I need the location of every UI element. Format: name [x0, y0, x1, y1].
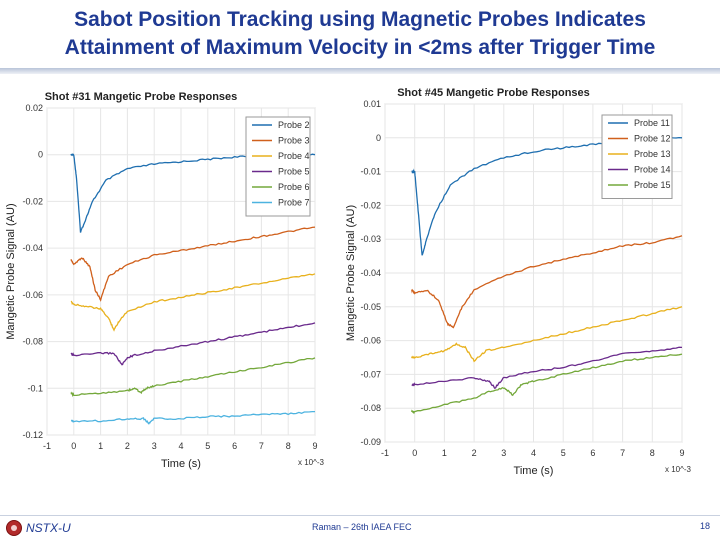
y-tick-label: -0.07: [360, 369, 381, 379]
legend-entry: Probe 7: [278, 198, 310, 208]
y-tick-label: 0.02: [25, 103, 43, 113]
legend-entry: Probe 2: [278, 120, 310, 130]
x-tick-label: -1: [381, 448, 389, 458]
y-tick-label: -0.01: [360, 167, 381, 177]
x-axis-exponent: x 10^-3: [665, 465, 692, 474]
x-axis-label: Time (s): [161, 458, 201, 470]
x-tick-label: 9: [312, 441, 317, 451]
x-tick-label: -1: [43, 441, 51, 451]
x-tick-label: 5: [561, 448, 566, 458]
y-tick-label: -0.06: [22, 290, 43, 300]
slide-title: Sabot Position Tracking using Magnetic P…: [0, 6, 720, 62]
legend-entry: Probe 4: [278, 151, 310, 161]
footer-presenter: Raman – 26th IAEA FEC: [312, 522, 412, 532]
x-tick-label: 2: [125, 441, 130, 451]
x-tick-label: 0: [412, 448, 417, 458]
slide-title-line-1: Sabot Position Tracking using Magnetic P…: [74, 8, 646, 31]
legend-entry: Probe 12: [634, 134, 671, 144]
series-line-3: [411, 306, 683, 363]
chart-title: Shot #45 Mangetic Probe Responses: [397, 87, 590, 99]
chart-legend: Probe 11 Probe 12 Probe 13 Probe 14 Probe 15: [601, 114, 673, 199]
x-tick-label: 6: [232, 441, 237, 451]
x-tick-label: 4: [531, 448, 536, 458]
series-line-4: [411, 346, 683, 390]
y-tick-label: -0.09: [360, 437, 381, 447]
legend-entry: Probe 6: [278, 182, 310, 192]
x-tick-label: 9: [679, 448, 684, 458]
x-tick-label: 6: [590, 448, 595, 458]
x-tick-label: 5: [205, 441, 210, 451]
x-tick-label: 1: [98, 441, 103, 451]
nstx-logo-icon: [6, 520, 22, 536]
y-tick-label: -0.06: [360, 336, 381, 346]
y-tick-label: 0.01: [363, 99, 381, 109]
y-tick-label: 0: [376, 133, 381, 143]
y-tick-label: -0.08: [360, 403, 381, 413]
x-tick-label: 3: [152, 441, 157, 451]
y-tick-label: -0.03: [360, 234, 381, 244]
x-tick-label: 0: [71, 441, 76, 451]
y-tick-label: -0.02: [22, 196, 43, 206]
x-tick-label: 8: [650, 448, 655, 458]
x-tick-label: 1: [442, 448, 447, 458]
chart-legend: Probe 2 Probe 3 Probe 4 Probe 5 Probe 6 Probe…: [245, 116, 311, 217]
footer-organization: NSTX-U: [26, 521, 71, 535]
y-axis-label: Mangetic Probe Signal (AU): [345, 205, 357, 341]
y-tick-label: -0.02: [360, 200, 381, 210]
page-number: 18: [700, 521, 711, 531]
y-tick-label: 0: [38, 150, 43, 160]
x-tick-label: 7: [620, 448, 625, 458]
x-axis-exponent: x 10^-3: [298, 458, 325, 467]
legend-entry: Probe 3: [278, 136, 310, 146]
slide-title-line-2: Attainment of Maximum Velocity in <2ms a…: [64, 36, 656, 59]
series-line-5: [411, 353, 683, 414]
chart-shot-45: -1 0 1 2 3 4 5 6 7 8 9 0.01 0 -0.01 -0.02 -0.03 -0.04 -0.…: [345, 87, 692, 477]
x-tick-label: 8: [286, 441, 291, 451]
legend-entry: Probe 14: [634, 165, 671, 175]
x-tick-label: 4: [178, 441, 183, 451]
footer-divider: [0, 515, 720, 516]
y-tick-label: -0.04: [22, 243, 43, 253]
x-tick-label: 7: [259, 441, 264, 451]
legend-box: [245, 116, 311, 217]
x-axis-label: Time (s): [514, 465, 554, 477]
y-tick-label: -0.05: [360, 302, 381, 312]
chart-title: Shot #31 Mangetic Probe Responses: [45, 91, 238, 103]
y-tick-label: -0.08: [22, 337, 43, 347]
series-line-4: [70, 322, 316, 366]
title-divider: [0, 68, 720, 74]
x-tick-label: 3: [501, 448, 506, 458]
x-tick-label: 2: [472, 448, 477, 458]
y-axis-label: Mangetic Probe Signal (AU): [5, 203, 17, 339]
y-tick-label: -0.1: [27, 383, 43, 393]
legend-entry: Probe 11: [634, 118, 670, 128]
series-line-5: [70, 357, 316, 398]
y-tick-label: -0.04: [360, 268, 381, 278]
legend-entry: Probe 5: [278, 167, 310, 177]
y-tick-label: -0.12: [22, 430, 43, 440]
series-line-2: [70, 226, 316, 302]
series-line-2: [411, 235, 683, 329]
legend-entry: Probe 15: [634, 180, 671, 190]
series-line-3: [70, 273, 316, 332]
chart-shot-31: -1 0 1 2 3 4 5 6 7 8 9 0.02 0 -0.02 -0.04 -0.06 -0.08 -0.…: [5, 91, 325, 470]
legend-entry: Probe 13: [634, 149, 671, 159]
series-line-6: [70, 410, 315, 425]
